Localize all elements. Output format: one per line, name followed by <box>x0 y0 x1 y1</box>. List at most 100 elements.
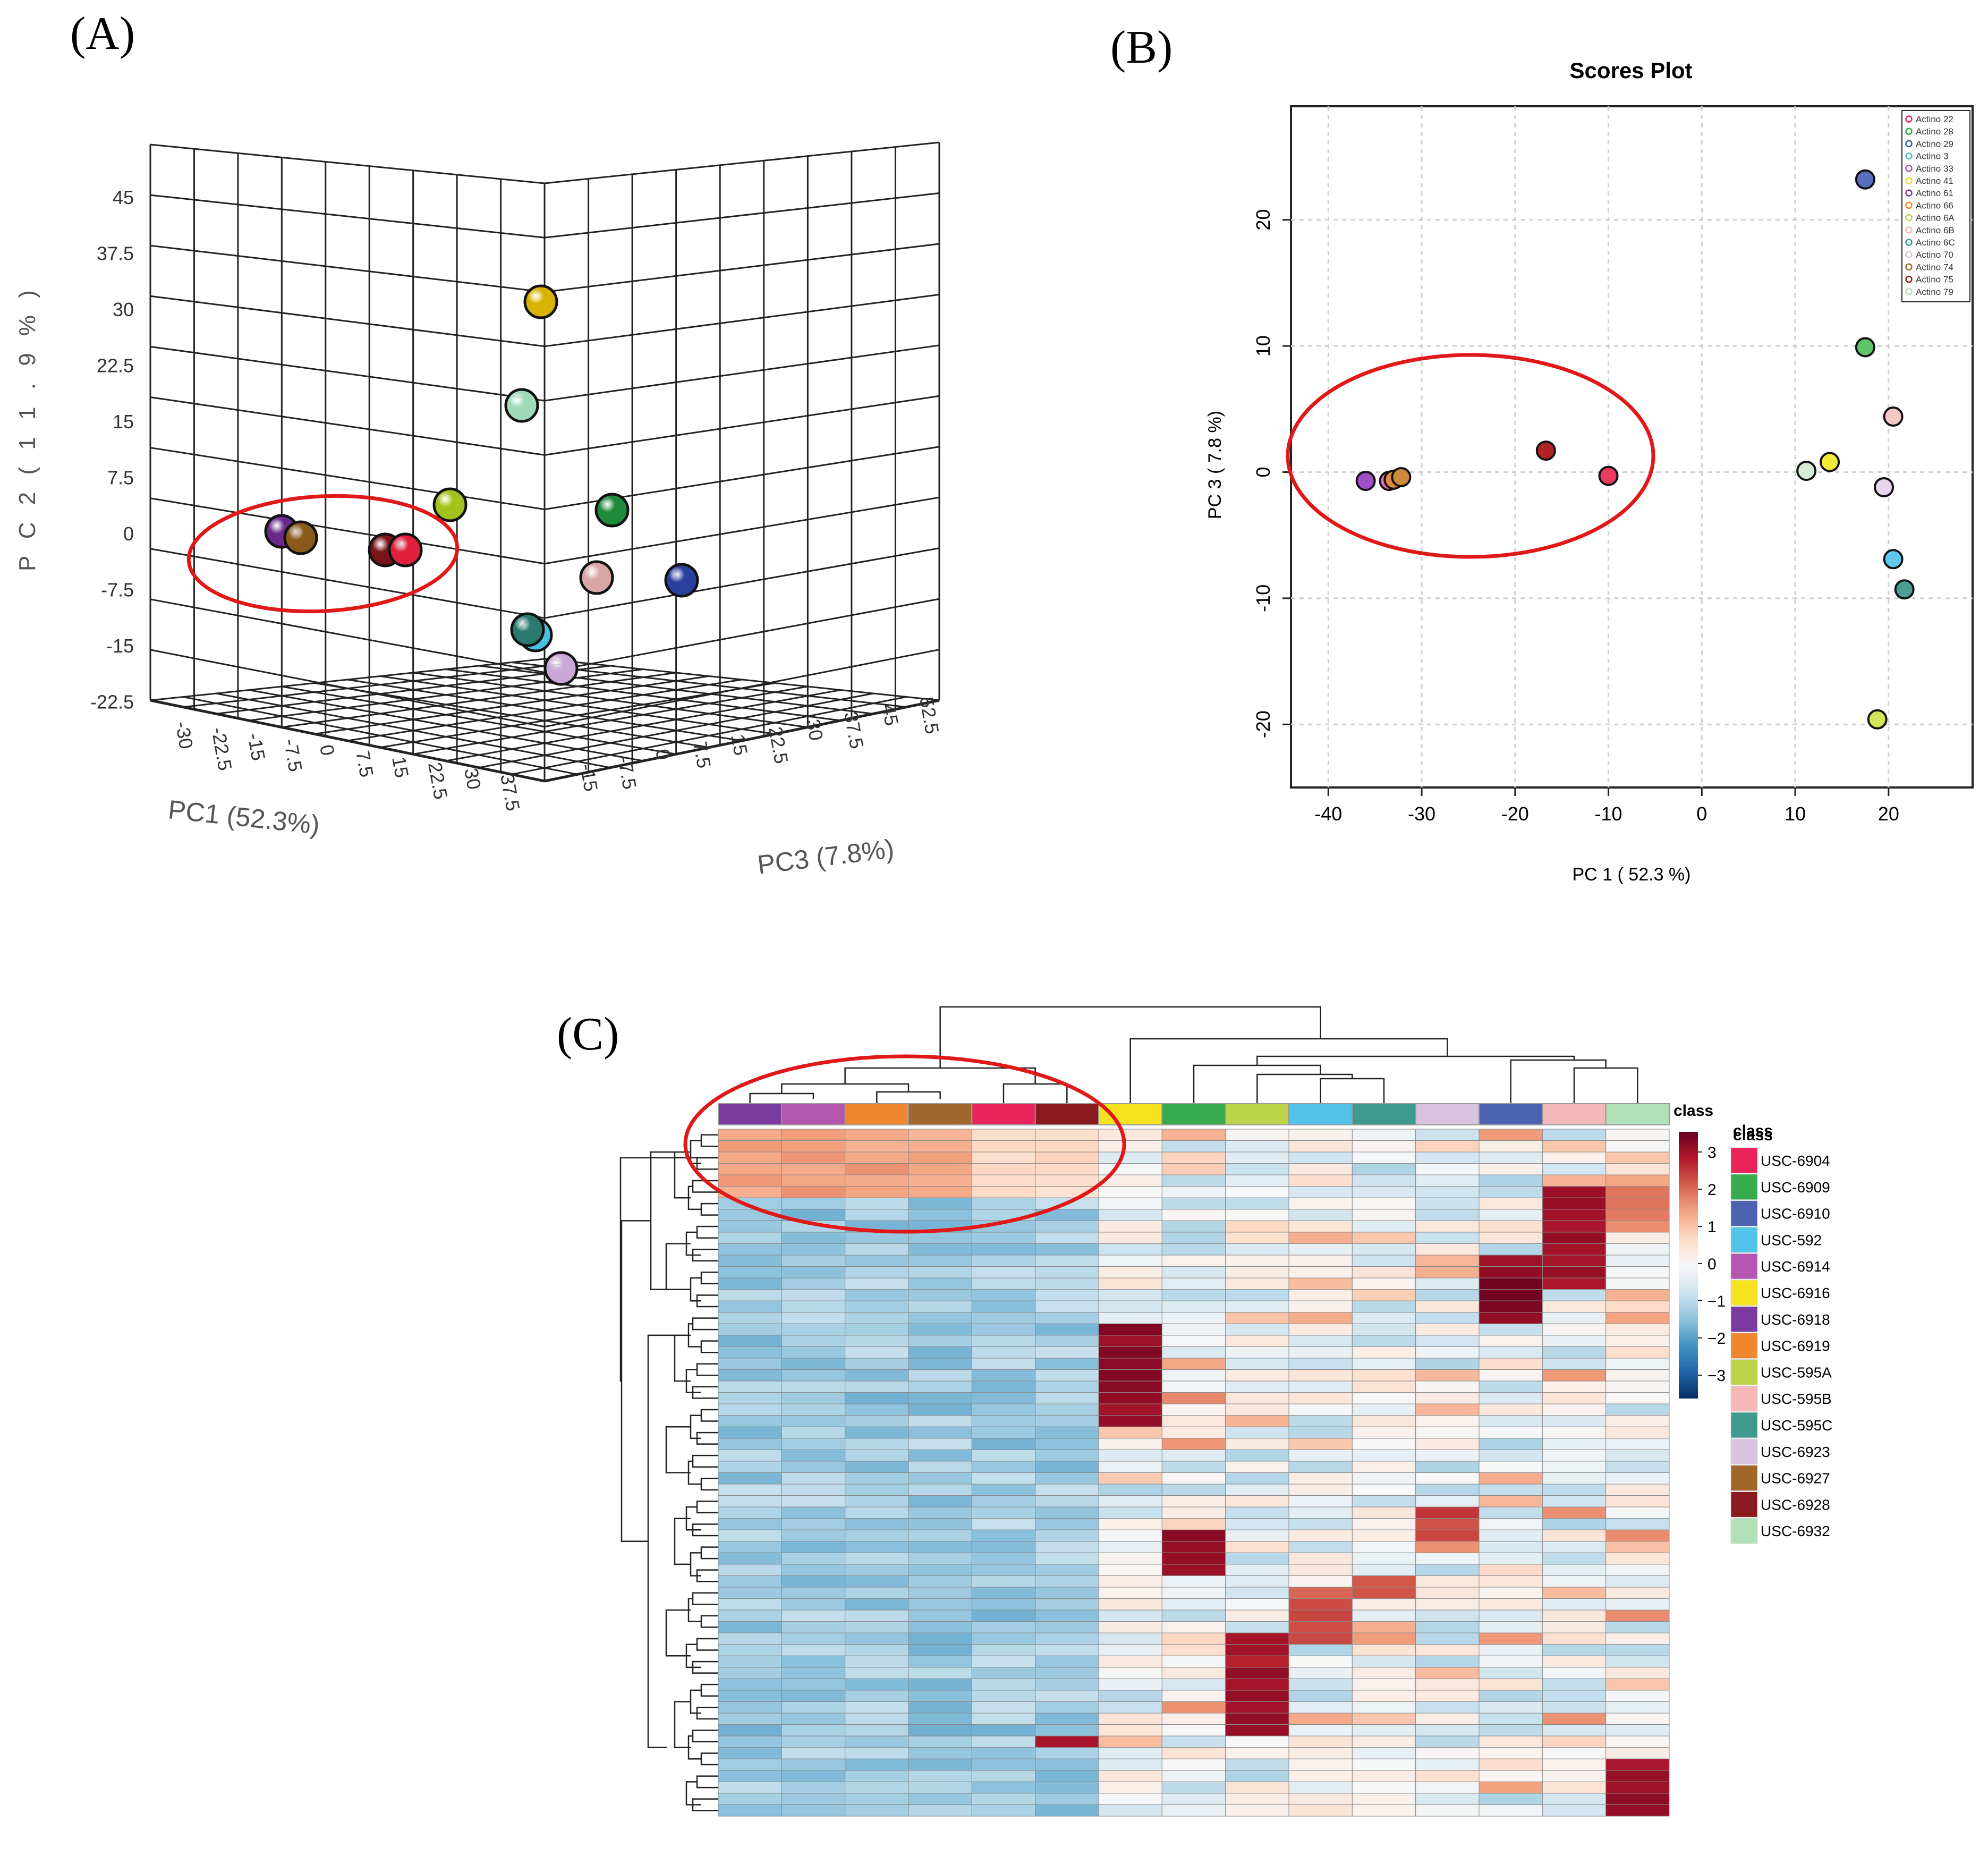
c-legend-swatch <box>1730 1147 1758 1174</box>
c-cell <box>1415 1644 1480 1656</box>
c-row-dendro-link <box>700 1134 718 1147</box>
c-legend-label: USC-592 <box>1761 1232 1822 1248</box>
c-cell <box>1161 1655 1226 1668</box>
c-cell <box>1098 1781 1162 1794</box>
c-cell <box>1352 1495 1416 1507</box>
c-cell <box>781 1655 846 1668</box>
c-row-dendro-link <box>696 1638 718 1651</box>
c-cell <box>1035 1243 1099 1256</box>
c-cell <box>781 1678 846 1691</box>
c-cell <box>1605 1380 1670 1393</box>
c-cell <box>908 1369 972 1382</box>
c-cell <box>908 1392 972 1404</box>
c-cell <box>845 1403 909 1416</box>
a-tick-pc1: 7.5 <box>352 749 378 778</box>
c-cell <box>1288 1690 1353 1702</box>
c-cell <box>1161 1369 1226 1382</box>
c-cell <box>908 1266 972 1278</box>
c-legend-swatch <box>1730 1359 1758 1385</box>
panel-label-c: (C) <box>557 1009 619 1060</box>
c-legend-label: USC-595A <box>1761 1364 1832 1380</box>
c-cell <box>1098 1426 1162 1439</box>
c-cell <box>1415 1197 1480 1210</box>
a-tick-pc1: 22.5 <box>424 760 452 801</box>
c-cell <box>1161 1713 1226 1725</box>
c-cell <box>1288 1380 1353 1393</box>
c-cell <box>1352 1770 1416 1782</box>
c-cell <box>845 1151 909 1164</box>
c-row-dendro-link <box>685 1781 701 1806</box>
c-cell <box>1098 1724 1162 1736</box>
c-legend-label: USC-6914 <box>1761 1258 1830 1275</box>
c-cell <box>718 1323 782 1336</box>
c-cell <box>781 1174 846 1187</box>
c-cell <box>1479 1277 1543 1290</box>
c-cell <box>971 1781 1036 1794</box>
c-cell <box>1161 1575 1226 1588</box>
c-cell <box>1288 1220 1353 1233</box>
c-cell <box>845 1690 909 1702</box>
c-cell <box>1098 1793 1162 1805</box>
c-cell <box>971 1701 1036 1714</box>
c-cell <box>971 1243 1036 1256</box>
c-cell <box>781 1690 846 1702</box>
c-cell <box>1035 1151 1099 1164</box>
c-cell <box>1288 1793 1353 1805</box>
c-cell <box>1605 1632 1670 1645</box>
c-cell <box>908 1243 972 1256</box>
c-cell <box>971 1655 1036 1668</box>
c-cell <box>1352 1335 1416 1347</box>
c-cell <box>1352 1644 1416 1656</box>
c-row-dendro-link <box>621 1220 651 1543</box>
c-cell <box>1288 1781 1353 1794</box>
a-tick-pc3: 7.5 <box>689 740 715 769</box>
c-row-dendro-link <box>690 1552 701 1577</box>
c-legend-label: USC-6919 <box>1761 1338 1830 1354</box>
c-cell <box>1035 1701 1099 1714</box>
c-cell <box>845 1587 909 1599</box>
c-row-dendro-link <box>692 1454 718 1468</box>
a-tick-pc1: 30 <box>460 766 485 791</box>
b-legend-label: Actino 74 <box>1916 262 1953 272</box>
c-cell <box>1288 1747 1353 1759</box>
a-point <box>664 563 699 598</box>
c-cell <box>1035 1449 1099 1462</box>
c-cell <box>845 1541 909 1553</box>
c-cell <box>1415 1415 1480 1427</box>
c-cell <box>1161 1140 1226 1153</box>
c-cell <box>1098 1529 1162 1542</box>
c-cell <box>1479 1781 1543 1794</box>
c-column-dendrogram <box>749 1006 1638 1104</box>
c-cell <box>1605 1770 1670 1782</box>
c-cell <box>1225 1255 1289 1267</box>
c-cell <box>718 1415 782 1427</box>
c-cell <box>1288 1632 1353 1645</box>
a-grid-line <box>544 293 940 348</box>
c-cell <box>1161 1255 1226 1267</box>
c-cell <box>1479 1678 1543 1691</box>
c-cell <box>718 1346 782 1359</box>
c-cell <box>1288 1735 1353 1748</box>
c-cell <box>1225 1644 1289 1656</box>
c-cell <box>1352 1667 1416 1679</box>
c-legend-swatch <box>1730 1333 1758 1359</box>
c-cell <box>1288 1701 1353 1714</box>
c-cell <box>1288 1129 1353 1141</box>
c-cell <box>1161 1587 1226 1599</box>
b-legend-marker <box>1905 263 1913 271</box>
c-cell <box>908 1747 972 1759</box>
b-highlight-ellipse <box>1286 353 1655 559</box>
c-cell <box>718 1747 782 1759</box>
b-legend-marker <box>1905 165 1913 172</box>
c-cell <box>718 1438 782 1450</box>
c-cell <box>908 1701 972 1714</box>
c-class-bar <box>718 1103 1670 1125</box>
c-cell <box>1161 1690 1226 1702</box>
c-cell <box>781 1300 846 1313</box>
a-tick-pc3: 45 <box>878 702 903 727</box>
b-legend-label: Actino 3 <box>1916 151 1948 162</box>
c-cell <box>1288 1186 1353 1198</box>
c-cell <box>1352 1655 1416 1668</box>
c-cell <box>845 1358 909 1370</box>
